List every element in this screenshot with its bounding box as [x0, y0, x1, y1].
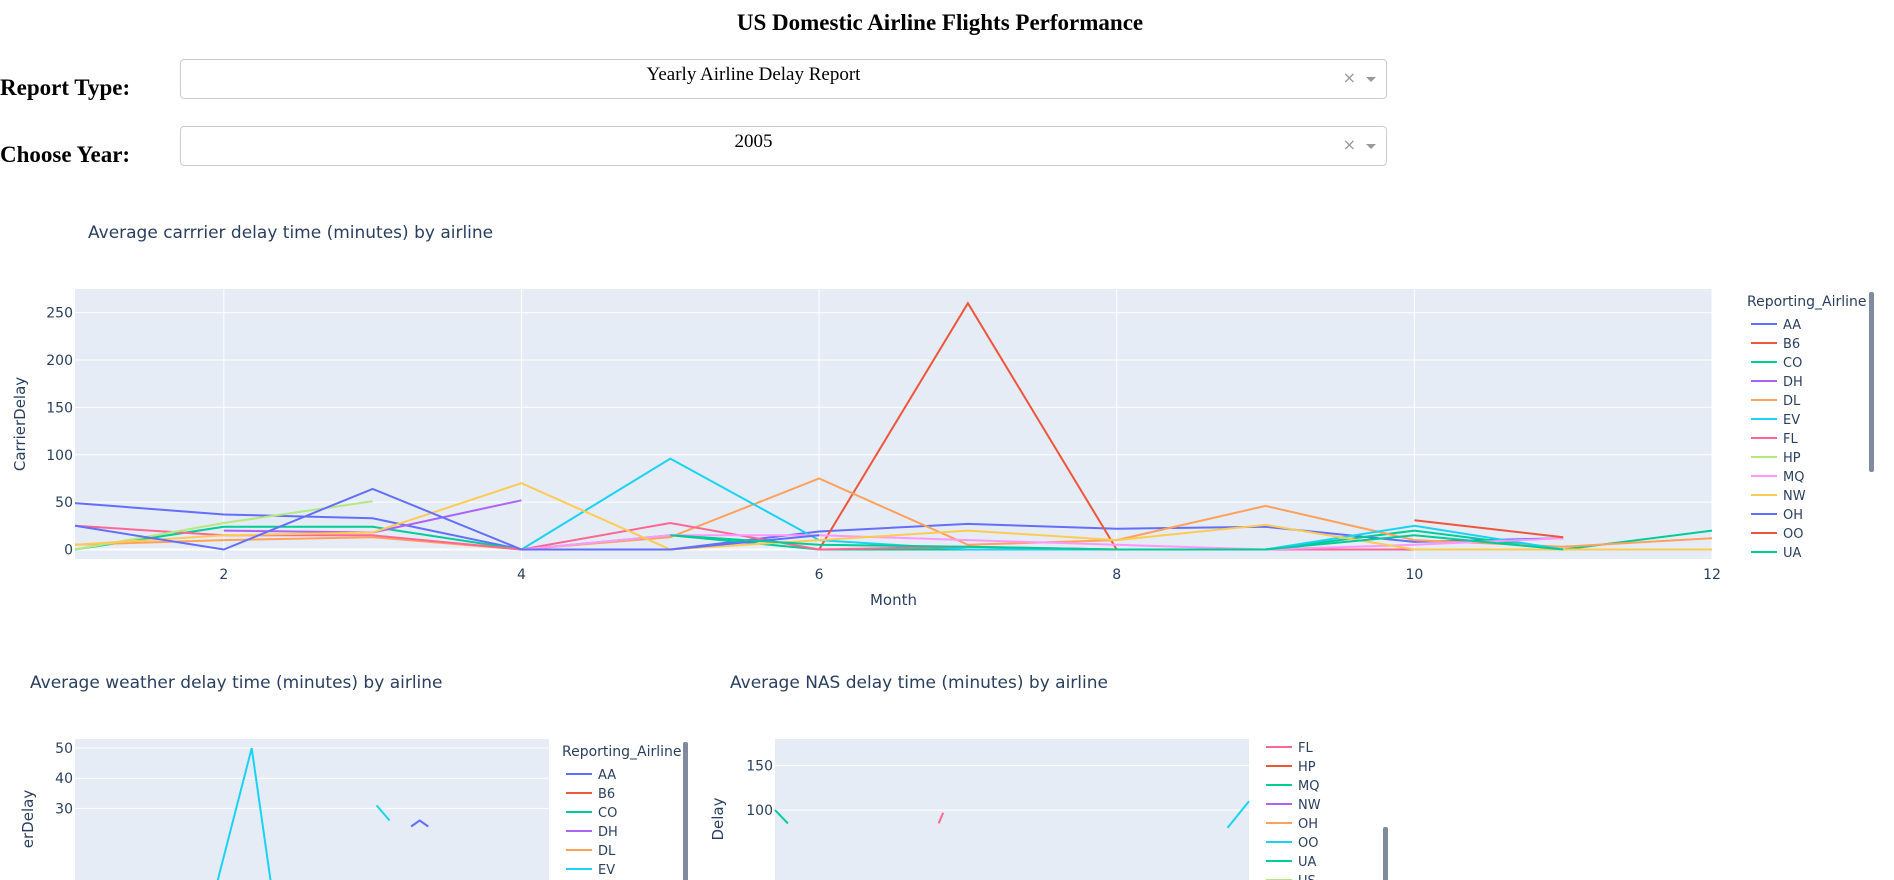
- y-tick-label: 200: [46, 353, 73, 369]
- legend-title: Reporting_Airline: [1747, 294, 1867, 310]
- series-line-ua: [774, 809, 789, 825]
- series-line-ev: [375, 804, 391, 822]
- series-line-nw: [74, 482, 1712, 551]
- series-line-aa: [74, 502, 1564, 551]
- series-line-aa: [410, 819, 429, 828]
- chart-title: Average carrrier delay time (minutes) by…: [88, 223, 493, 243]
- nas-delay-chart: Average NAS delay time (minutes) by airl…: [709, 673, 1388, 880]
- series-line-ev: [216, 747, 272, 880]
- legend-entry-hp: HP: [1298, 760, 1316, 775]
- plot-background: [75, 739, 549, 880]
- x-tick-label: 4: [517, 567, 526, 583]
- y-tick-label: 150: [46, 400, 73, 416]
- report-type-value: Yearly Airline Delay Report: [646, 64, 861, 85]
- y-tick-label: 30: [55, 801, 73, 817]
- report-type-dropdown[interactable]: Yearly Airline Delay Report ×: [180, 59, 1387, 99]
- y-tick-label: 100: [746, 803, 773, 819]
- legend-entry-aa: AA: [598, 768, 616, 783]
- legend-scrollbar: [1383, 827, 1388, 880]
- series-group: [74, 301, 1713, 551]
- x-tick-label: 2: [219, 567, 228, 583]
- y-axis-label: CarrierDelay: [11, 377, 29, 471]
- x-tick-label: 12: [1703, 567, 1721, 583]
- clear-icon[interactable]: ×: [1342, 135, 1356, 154]
- x-tick-label: 8: [1112, 567, 1121, 583]
- legend-entry-oo: OO: [1783, 527, 1803, 542]
- series-line-ev: [1226, 800, 1250, 829]
- legend-entry-us: US: [1298, 874, 1316, 880]
- series-group: [774, 800, 1250, 829]
- x-axis-label: Month: [870, 591, 917, 609]
- series-line-oo: [1414, 519, 1564, 539]
- legend-entry-nw: NW: [1298, 798, 1321, 813]
- legend-entry-fl: FL: [1298, 741, 1313, 756]
- series-line-dl: [74, 477, 1713, 551]
- legend-entry-mq: MQ: [1783, 470, 1804, 485]
- y-tick-label: 50: [55, 741, 73, 757]
- legend-entry-mq: MQ: [1298, 779, 1319, 794]
- legend-entry-aa: AA: [1783, 318, 1801, 333]
- series-line-b6: [818, 301, 1118, 551]
- x-tick-label: 6: [815, 567, 824, 583]
- legend-entry-b6: B6: [598, 787, 615, 802]
- year-value: 2005: [734, 131, 773, 152]
- y-tick-label: 250: [46, 306, 73, 322]
- chart-title: Average NAS delay time (minutes) by airl…: [730, 673, 1108, 693]
- chart-title: Average weather delay time (minutes) by …: [30, 673, 443, 693]
- y-tick-label: 150: [746, 759, 773, 775]
- legend-entry-dh: DH: [1783, 375, 1803, 390]
- legend-entry-oh: OH: [1298, 817, 1318, 832]
- legend-entry-fl: FL: [1783, 432, 1798, 447]
- legend-entry-b6: B6: [1783, 337, 1800, 352]
- series-group: [216, 747, 429, 880]
- carrier-delay-chart: Average carrrier delay time (minutes) by…: [11, 223, 1874, 609]
- legend-entry-dl: DL: [598, 844, 616, 859]
- plot-background: [775, 739, 1249, 880]
- clear-icon[interactable]: ×: [1342, 68, 1356, 87]
- series-line-co: [74, 525, 1713, 551]
- weather-delay-chart: Average weather delay time (minutes) by …: [19, 673, 688, 880]
- choose-year-label: Choose Year:: [0, 142, 131, 167]
- legend-entry-oo: OO: [1298, 836, 1318, 851]
- y-axis-label: erDelay: [19, 790, 37, 849]
- series-line-fl: [937, 812, 945, 824]
- chevron-down-icon[interactable]: [1366, 77, 1376, 82]
- series-line-oh: [74, 487, 820, 551]
- legend-entry-ua: UA: [1298, 855, 1317, 870]
- legend-entry-co: CO: [598, 806, 617, 821]
- report-type-label: Report Type:: [0, 75, 131, 100]
- plot-background: [75, 289, 1712, 559]
- chevron-down-icon[interactable]: [1366, 144, 1376, 149]
- legend-title: Reporting_Airline: [562, 744, 682, 760]
- series-line-ua: [670, 534, 1564, 551]
- x-tick-label: 10: [1405, 567, 1423, 583]
- y-axis-label: Delay: [709, 797, 727, 840]
- y-tick-label: 100: [46, 448, 73, 464]
- y-tick-label: 40: [55, 771, 73, 787]
- legend-entry-ev: EV: [1783, 413, 1800, 428]
- legend-entry-dh: DH: [598, 825, 618, 840]
- y-tick-label: 0: [64, 543, 73, 559]
- legend-scrollbar: [1869, 292, 1874, 472]
- legend-entry-ua: UA: [1783, 546, 1802, 561]
- legend-entry-oh: OH: [1783, 508, 1803, 523]
- y-tick-label: 50: [55, 495, 73, 511]
- legend-entry-nw: NW: [1783, 489, 1806, 504]
- legend-entry-co: CO: [1783, 356, 1802, 371]
- page-title: US Domestic Airline Flights Performance: [736, 10, 1144, 35]
- year-dropdown[interactable]: 2005 ×: [180, 126, 1387, 166]
- legend-entry-ev: EV: [598, 863, 615, 878]
- legend-entry-dl: DL: [1783, 394, 1801, 409]
- legend-scrollbar: [683, 742, 688, 880]
- legend-entry-hp: HP: [1783, 451, 1801, 466]
